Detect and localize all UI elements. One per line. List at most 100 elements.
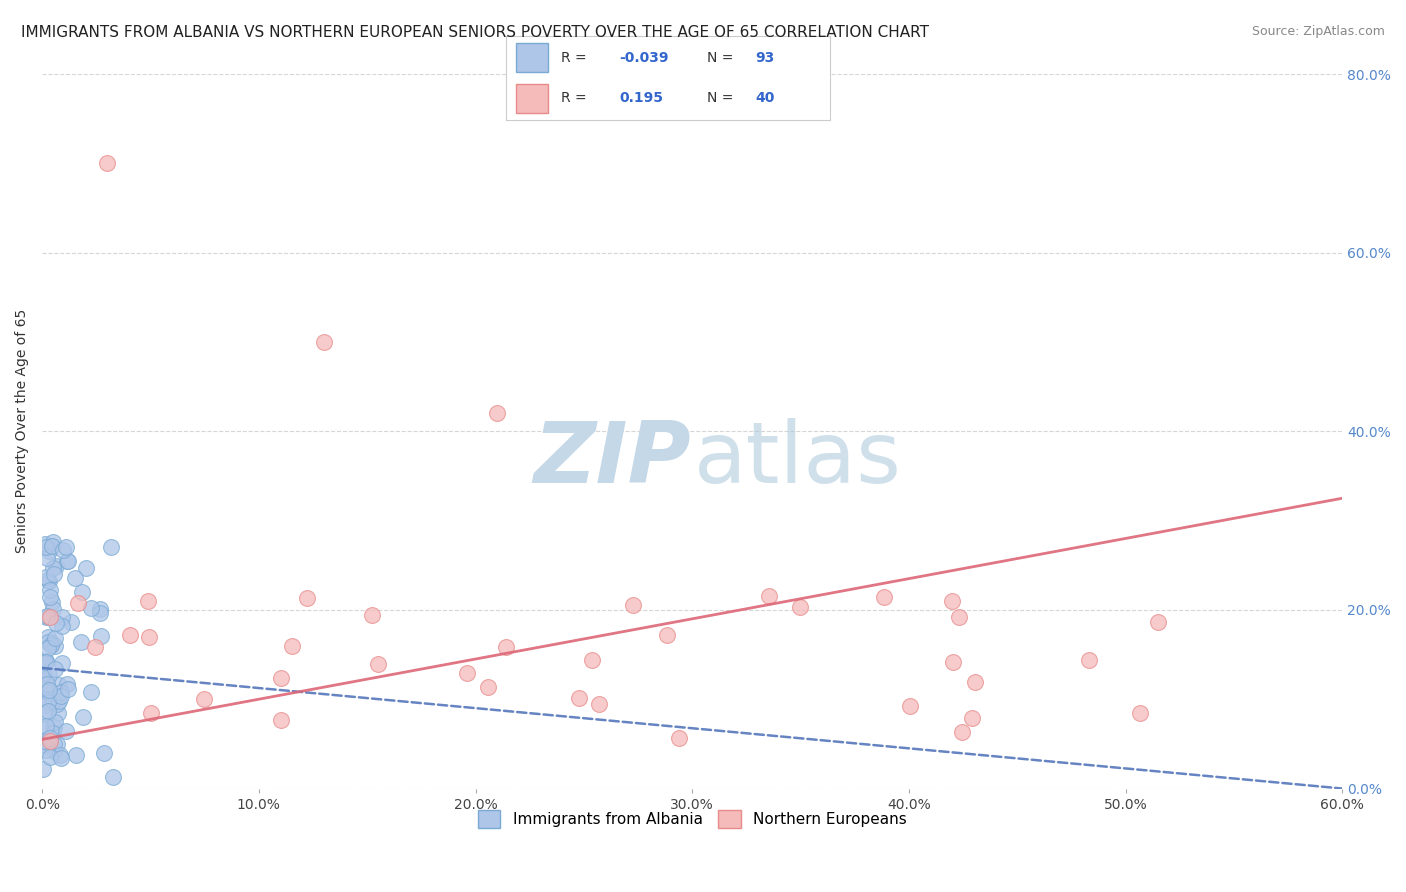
Point <box>48 694 70 708</box>
Point <box>48 747 70 762</box>
Point <box>38 543 60 558</box>
Text: ZIP: ZIP <box>533 418 690 501</box>
Point <box>295 591 318 606</box>
Point <box>70 584 93 599</box>
Point <box>789 600 811 615</box>
Point <box>37 634 59 648</box>
Point <box>75 561 97 575</box>
Point <box>55 676 77 690</box>
Point <box>41 726 63 740</box>
Point <box>96 156 118 170</box>
Text: IMMIGRANTS FROM ALBANIA VS NORTHERN EUROPEAN SENIORS POVERTY OVER THE AGE OF 65 : IMMIGRANTS FROM ALBANIA VS NORTHERN EURO… <box>21 25 929 40</box>
Point <box>100 540 122 554</box>
Point <box>1147 615 1170 630</box>
Point <box>56 554 79 568</box>
Text: atlas: atlas <box>693 418 901 501</box>
Point <box>89 607 111 621</box>
Point <box>270 713 292 727</box>
Point <box>32 673 55 688</box>
Point <box>41 540 63 554</box>
Text: 0.195: 0.195 <box>619 91 664 105</box>
Point <box>34 698 56 713</box>
Point <box>65 748 87 763</box>
Point <box>367 657 389 672</box>
Point <box>588 697 610 711</box>
Point <box>37 573 59 587</box>
Point <box>32 706 55 720</box>
Point <box>72 710 94 724</box>
Point <box>56 682 79 697</box>
Point <box>38 668 60 682</box>
Point <box>80 600 103 615</box>
Point <box>49 685 72 699</box>
Point <box>34 657 56 671</box>
Point <box>39 750 62 764</box>
Point <box>41 540 63 554</box>
Point <box>49 686 72 700</box>
Point <box>31 762 53 776</box>
Point <box>41 601 63 615</box>
Point <box>45 615 67 630</box>
Point <box>118 628 141 642</box>
Point <box>66 596 89 610</box>
Point <box>1129 706 1152 720</box>
Point <box>193 692 215 706</box>
Point <box>44 714 66 729</box>
Text: -0.039: -0.039 <box>619 51 669 65</box>
Point <box>32 667 55 681</box>
FancyBboxPatch shape <box>516 44 548 72</box>
Point <box>38 582 60 597</box>
Point <box>32 733 55 747</box>
Point <box>93 747 115 761</box>
Point <box>37 684 59 698</box>
Point <box>41 595 63 609</box>
Point <box>34 537 56 551</box>
Point <box>37 704 59 718</box>
Point <box>568 690 591 705</box>
Point <box>35 655 58 669</box>
Point <box>35 608 58 623</box>
Point <box>941 594 963 608</box>
Point <box>655 628 678 642</box>
Point <box>51 657 73 671</box>
Point <box>758 589 780 603</box>
Point <box>51 689 73 703</box>
Point <box>360 607 382 622</box>
Point <box>39 638 62 652</box>
Point <box>37 695 59 709</box>
Point <box>456 666 478 681</box>
Point <box>668 731 690 745</box>
Point <box>37 640 59 655</box>
Point <box>44 737 66 751</box>
Point <box>83 640 105 654</box>
Point <box>38 610 60 624</box>
Point <box>44 631 66 645</box>
Point <box>34 719 56 733</box>
Point <box>872 590 894 604</box>
Point <box>621 598 644 612</box>
Point <box>898 698 921 713</box>
Point <box>55 724 77 739</box>
Text: N =: N = <box>707 91 733 105</box>
Point <box>950 724 973 739</box>
Point <box>45 559 67 574</box>
Point <box>34 738 56 752</box>
Point <box>942 655 965 669</box>
Point <box>42 561 65 575</box>
Point <box>581 653 603 667</box>
Text: R =: R = <box>561 91 586 105</box>
Point <box>35 654 58 668</box>
Point <box>35 540 58 554</box>
Point <box>35 610 58 624</box>
Point <box>46 706 69 720</box>
Point <box>34 681 56 696</box>
Point <box>35 677 58 691</box>
Point <box>51 610 73 624</box>
Point <box>63 571 86 585</box>
Point <box>1077 653 1099 667</box>
Point <box>138 630 160 644</box>
Point <box>35 551 58 566</box>
Point <box>34 743 56 757</box>
Point <box>281 640 304 654</box>
Point <box>136 594 159 608</box>
